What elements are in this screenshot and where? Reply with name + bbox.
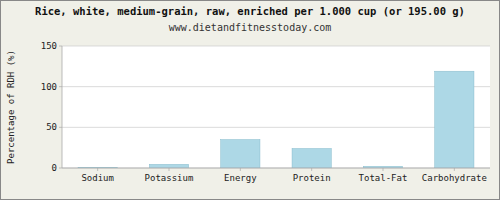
- y-tick: [59, 86, 62, 87]
- y-axis-label: Percentage of RDH (%): [6, 50, 16, 164]
- chart: Rice, white, medium-grain, raw, enriched…: [0, 0, 500, 200]
- grid-line: [62, 46, 490, 47]
- x-tick-label: Potassium: [145, 173, 194, 183]
- bar: [221, 140, 260, 168]
- x-tick-label: Energy: [224, 173, 257, 183]
- grid-line: [62, 127, 490, 128]
- x-axis: [62, 168, 490, 169]
- x-tick-label: Sodium: [81, 173, 114, 183]
- x-tick: [169, 168, 170, 171]
- y-tick-label: 0: [52, 163, 57, 173]
- x-tick-label: Total-Fat: [359, 173, 408, 183]
- background: [1, 1, 500, 200]
- y-axis: [62, 46, 63, 168]
- x-tick: [311, 168, 312, 171]
- title: Rice, white, medium-grain, raw, enriched…: [35, 5, 465, 17]
- x-tick: [240, 168, 241, 171]
- y-tick: [59, 168, 62, 169]
- x-tick: [97, 168, 98, 171]
- grid-line: [62, 86, 490, 87]
- grid-line: [62, 168, 490, 169]
- bar: [292, 148, 331, 168]
- x-tick-label: Carbohydrate: [422, 173, 487, 183]
- y-tick-label: 50: [46, 122, 57, 132]
- y-tick-label: 100: [41, 82, 57, 92]
- y-tick: [59, 46, 62, 47]
- x-tick: [383, 168, 384, 171]
- bar: [435, 71, 474, 168]
- y-tick-label: 150: [41, 41, 57, 51]
- x-tick: [454, 168, 455, 171]
- bars: [78, 71, 474, 168]
- bar: [149, 164, 188, 168]
- plot-area: [62, 46, 490, 168]
- y-tick: [59, 127, 62, 128]
- x-tick-label: Protein: [293, 173, 331, 183]
- subtitle: www.dietandfitnesstoday.com: [169, 22, 332, 33]
